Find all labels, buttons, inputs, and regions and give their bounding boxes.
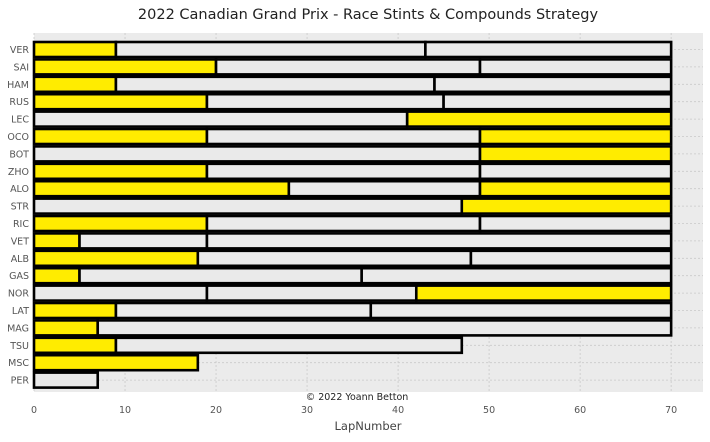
stint-bar-gas-2 xyxy=(78,266,363,285)
stint-bar-bot-2 xyxy=(478,145,673,163)
y-tick-label-ric: RIC xyxy=(13,219,29,230)
y-tick-label-msc: MSC xyxy=(8,358,29,369)
copyright-annotation: © 2022 Yoann Betton xyxy=(306,392,409,403)
x-tick-labels: 0 10 20 30 40 50 60 70 xyxy=(31,405,677,416)
x-tick-label: 60 xyxy=(574,405,586,416)
stint-bar-alb-2 xyxy=(196,249,473,268)
stint-bar-ham-3 xyxy=(433,75,673,94)
stint-bar-nor-1 xyxy=(32,284,209,302)
stint-bar-sai-2 xyxy=(214,58,482,76)
y-tick-label-bot: BOT xyxy=(9,149,29,160)
stint-bar-vet-2 xyxy=(78,232,209,250)
stint-bar-sai-1 xyxy=(32,58,218,76)
y-tick-label-oco: OCO xyxy=(7,132,29,143)
stint-bar-lec-2 xyxy=(405,110,673,128)
y-tick-label-gas: GAS xyxy=(9,271,29,282)
stint-bar-tsu-1 xyxy=(32,336,118,355)
stint-bar-ric-1 xyxy=(32,214,209,233)
stint-bar-ham-2 xyxy=(114,75,436,94)
x-tick-label: 50 xyxy=(483,405,495,416)
y-tick-label-vet: VET xyxy=(11,236,30,247)
stint-bar-sai-3 xyxy=(478,58,673,76)
y-tick-label-rus: RUS xyxy=(9,97,29,108)
stint-bar-vet-3 xyxy=(205,232,673,250)
stint-bar-gas-3 xyxy=(360,266,673,285)
stint-bar-lec-1 xyxy=(32,110,409,128)
stint-bar-lat-1 xyxy=(32,301,118,320)
stint-bar-rus-2 xyxy=(205,92,445,111)
stint-bars xyxy=(32,40,673,389)
stint-bar-mag-1 xyxy=(32,319,100,337)
stint-bar-oco-1 xyxy=(32,127,209,146)
stint-bar-alo-1 xyxy=(32,179,291,198)
y-tick-label-ver: VER xyxy=(10,45,30,56)
y-tick-label-zho: ZHO xyxy=(8,167,29,178)
stint-bar-ver-3 xyxy=(424,40,673,59)
stint-bar-rus-1 xyxy=(32,92,209,111)
stint-bar-zho-2 xyxy=(205,162,482,181)
stint-bar-vet-1 xyxy=(32,232,81,250)
stint-bar-alb-3 xyxy=(469,249,673,268)
x-axis-label: LapNumber xyxy=(335,419,402,433)
stint-bar-tsu-2 xyxy=(114,336,464,355)
stint-bar-alo-3 xyxy=(478,179,673,198)
stint-bar-ver-2 xyxy=(114,40,427,59)
x-tick-label: 20 xyxy=(210,405,222,416)
stint-bar-msc-1 xyxy=(32,353,200,372)
stint-bar-ver-1 xyxy=(32,40,118,59)
stint-bar-alo-2 xyxy=(287,179,482,198)
y-tick-label-lec: LEC xyxy=(11,115,29,126)
stint-bar-bot-1 xyxy=(32,145,482,163)
x-tick-label: 30 xyxy=(301,405,313,416)
x-tick-label: 70 xyxy=(665,405,677,416)
x-tick-label: 10 xyxy=(119,405,131,416)
stint-bar-zho-3 xyxy=(478,162,673,181)
stint-bar-zho-1 xyxy=(32,162,209,181)
chart-title: 2022 Canadian Grand Prix - Race Stints &… xyxy=(138,7,599,23)
stint-bar-nor-2 xyxy=(205,284,418,302)
stint-bar-ham-1 xyxy=(32,75,118,94)
stint-bar-ric-3 xyxy=(478,214,673,233)
y-tick-label-mag: MAG xyxy=(7,323,29,334)
y-tick-label-nor: NOR xyxy=(8,289,30,300)
stint-bar-mag-2 xyxy=(96,319,673,337)
stint-bar-oco-3 xyxy=(478,127,673,146)
stint-bar-lat-2 xyxy=(114,301,373,320)
stint-bar-per-1 xyxy=(32,371,100,389)
x-tick-label: 40 xyxy=(392,405,404,416)
y-tick-label-alb: ALB xyxy=(11,254,29,265)
stint-bar-nor-3 xyxy=(414,284,673,302)
stint-bar-oco-2 xyxy=(205,127,482,146)
y-tick-label-tsu: TSU xyxy=(9,341,29,352)
y-tick-label-alo: ALO xyxy=(10,184,29,195)
stint-bar-gas-1 xyxy=(32,266,81,285)
y-tick-label-sai: SAI xyxy=(13,62,29,73)
stint-bar-rus-3 xyxy=(442,92,673,111)
y-tick-label-lat: LAT xyxy=(12,306,29,317)
stint-bar-alb-1 xyxy=(32,249,200,268)
stint-bar-str-1 xyxy=(32,197,464,215)
stint-bar-str-2 xyxy=(460,197,673,215)
stint-bar-lat-3 xyxy=(369,301,673,320)
y-tick-labels: VER SAI HAM RUS LEC OCO BOT ZHO ALO STR RIC VET ALB G… xyxy=(7,45,29,387)
y-tick-label-ham: HAM xyxy=(7,80,29,91)
y-tick-label-per: PER xyxy=(11,376,30,387)
y-tick-label-str: STR xyxy=(11,202,30,213)
x-tick-label: 0 xyxy=(31,405,37,416)
stint-bar-ric-2 xyxy=(205,214,482,233)
